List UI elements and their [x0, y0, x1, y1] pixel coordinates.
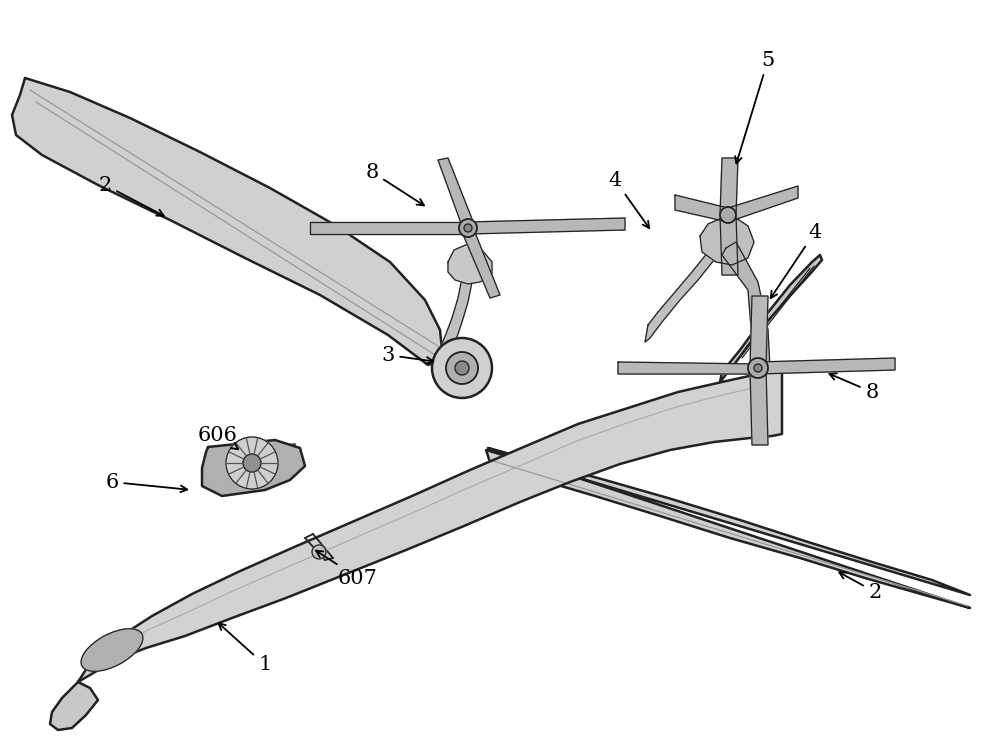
Text: 3: 3 — [381, 346, 433, 364]
Polygon shape — [728, 186, 798, 222]
Text: 1: 1 — [219, 623, 272, 674]
Circle shape — [446, 352, 478, 384]
Polygon shape — [722, 242, 770, 374]
Text: 8: 8 — [365, 162, 424, 206]
Circle shape — [748, 358, 768, 378]
Text: 606: 606 — [198, 425, 238, 450]
Text: 2: 2 — [98, 176, 164, 216]
Circle shape — [455, 361, 469, 375]
Circle shape — [432, 338, 492, 398]
Circle shape — [754, 364, 762, 372]
Polygon shape — [448, 244, 492, 284]
Circle shape — [720, 207, 736, 223]
Polygon shape — [750, 296, 768, 368]
Circle shape — [243, 454, 261, 472]
Polygon shape — [12, 78, 442, 365]
Polygon shape — [700, 218, 754, 265]
Polygon shape — [750, 368, 768, 445]
Polygon shape — [438, 158, 474, 226]
Text: 2: 2 — [839, 572, 882, 602]
Polygon shape — [720, 255, 822, 382]
Polygon shape — [618, 362, 758, 374]
Text: 6: 6 — [105, 473, 187, 492]
Polygon shape — [675, 195, 728, 222]
Text: 5: 5 — [735, 50, 775, 163]
Polygon shape — [720, 215, 738, 275]
Text: 8: 8 — [829, 373, 879, 401]
Polygon shape — [758, 358, 895, 374]
Ellipse shape — [81, 628, 143, 672]
Circle shape — [464, 224, 472, 232]
Text: 607: 607 — [316, 551, 378, 588]
Polygon shape — [440, 238, 478, 356]
Circle shape — [312, 545, 326, 559]
Circle shape — [226, 437, 278, 489]
Circle shape — [459, 219, 477, 237]
Polygon shape — [202, 440, 305, 496]
Polygon shape — [462, 230, 500, 298]
Polygon shape — [468, 218, 625, 234]
Polygon shape — [50, 682, 98, 730]
Polygon shape — [310, 222, 468, 234]
Polygon shape — [720, 158, 738, 215]
Polygon shape — [645, 228, 736, 342]
Polygon shape — [78, 370, 782, 682]
Polygon shape — [486, 448, 970, 608]
Text: 4: 4 — [771, 223, 822, 298]
Text: 4: 4 — [608, 171, 649, 228]
